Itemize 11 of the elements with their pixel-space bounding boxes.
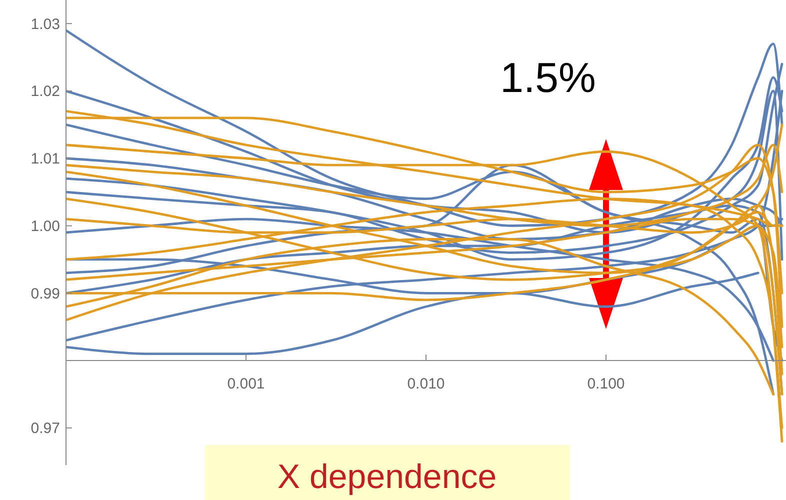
x-tick-label: 0.001	[227, 376, 265, 393]
y-tick-label: 0.97	[30, 420, 60, 438]
y-tick-label: 0.99	[30, 285, 60, 302]
y-tick-label: 1.01	[30, 150, 60, 168]
annotation: X dependence	[277, 458, 497, 496]
annotation: 1.5%	[500, 54, 596, 101]
x-tick-label: 0.100	[587, 376, 625, 393]
y-tick-label: 1.02	[30, 83, 60, 100]
y-tick-label: 1.03	[30, 16, 60, 33]
x-tick-label: 0.010	[407, 376, 445, 393]
text: 1.00	[30, 218, 60, 236]
